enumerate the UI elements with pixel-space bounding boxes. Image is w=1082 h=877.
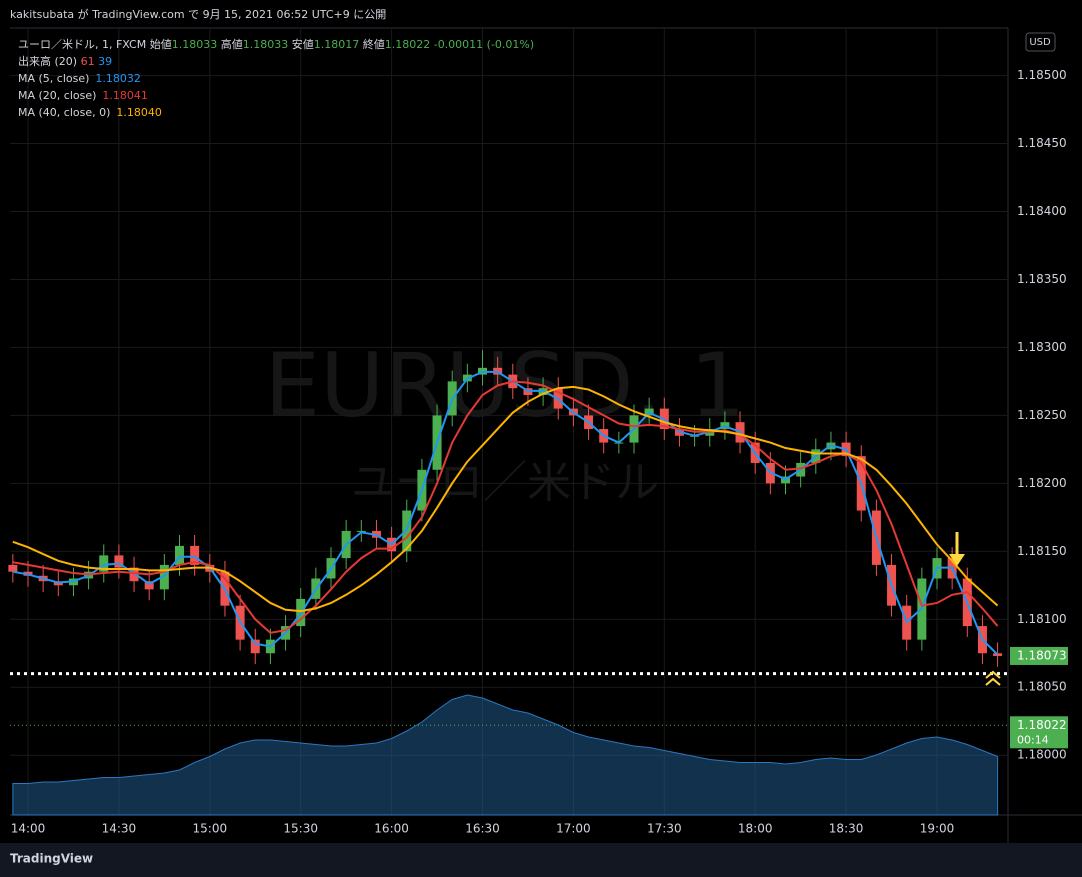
x-tick-label: 17:30 bbox=[647, 822, 682, 836]
y-tick-label: 1.18350 bbox=[1017, 272, 1067, 286]
legend-row: MA (20, close) 1.18041 bbox=[18, 87, 534, 104]
ohlc-label: 高値 bbox=[220, 38, 243, 51]
chevron bbox=[985, 670, 1001, 679]
y-tick-label: 1.18200 bbox=[1017, 476, 1067, 490]
currency-button[interactable] bbox=[1025, 32, 1056, 52]
legend-row: MA (40, close, 0) 1.18040 bbox=[18, 104, 534, 121]
candle-body bbox=[159, 564, 169, 590]
x-tick-label: 18:00 bbox=[738, 822, 773, 836]
y-tick-label: 1.18000 bbox=[1017, 748, 1067, 762]
footer-logo: TradingView bbox=[10, 852, 93, 866]
header: kakitsubata が TradingView.com で 9月 15, 2… bbox=[10, 7, 386, 21]
x-tick-label: 17:00 bbox=[556, 822, 591, 836]
y-tick-label: 1.18450 bbox=[1017, 136, 1067, 150]
ohlc-label: 始値 bbox=[149, 38, 172, 51]
legend-value: 1.18040 bbox=[116, 106, 162, 119]
y-tick-label: 1.18400 bbox=[1017, 204, 1067, 218]
ohlc-value: 1.18017 bbox=[313, 38, 360, 51]
ma-line bbox=[12, 385, 999, 613]
ohlc-label: 終値 bbox=[362, 38, 385, 51]
x-tick-label: 19:00 bbox=[920, 822, 955, 836]
candle-body bbox=[175, 545, 184, 565]
legend-name: MA (20, close) bbox=[18, 89, 97, 102]
y-tick-label: 1.18050 bbox=[1017, 680, 1067, 694]
x-tick-label: 14:00 bbox=[11, 822, 46, 836]
ohlc-value: 1.18033 bbox=[171, 38, 218, 51]
currency-button[interactable]: USD bbox=[1029, 37, 1051, 48]
x-tick-label: 15:00 bbox=[193, 822, 228, 836]
price-label: 1.18073 bbox=[1017, 648, 1067, 662]
ma-legend: MA (5, close) 1.18032 MA (20, close) 1.1804… bbox=[18, 70, 534, 121]
candle-body bbox=[250, 639, 260, 654]
legend-row: ユーロ／米ドル, 1, FXCM 始値1.18033 高値1.18033 安値1… bbox=[18, 36, 534, 53]
chevron bbox=[985, 677, 1001, 686]
legend-value: 1.18041 bbox=[102, 89, 148, 102]
y-tick-label: 1.18500 bbox=[1017, 68, 1067, 82]
y-tick-label: 1.18150 bbox=[1017, 544, 1067, 558]
change: -0.00011 (-0.01%) bbox=[433, 38, 535, 51]
symbol: ユーロ／米ドル, 1, FXCM bbox=[18, 38, 147, 51]
candle-body bbox=[114, 555, 124, 568]
indicator-value: 61 bbox=[80, 55, 95, 68]
price-label-box bbox=[1010, 716, 1068, 749]
y-tick-label: 1.18100 bbox=[1017, 612, 1067, 626]
price-label-box bbox=[1010, 646, 1068, 665]
price-label: 1.18022 bbox=[1017, 718, 1067, 732]
x-tick-label: 16:00 bbox=[374, 822, 409, 836]
y-tick-label: 1.18250 bbox=[1017, 408, 1067, 422]
footer-bar bbox=[0, 843, 1082, 877]
ma-line bbox=[12, 380, 999, 634]
y-tick-label: 1.18300 bbox=[1017, 340, 1067, 354]
x-tick-label: 14:30 bbox=[102, 822, 137, 836]
candle-body bbox=[129, 567, 139, 582]
legend-value: 1.18032 bbox=[95, 72, 141, 85]
candle-body bbox=[144, 581, 154, 590]
legend-row: 出来高 (20) 61 39 bbox=[18, 53, 534, 70]
candle-body bbox=[190, 545, 200, 565]
indicator-value: 39 bbox=[98, 55, 113, 68]
ma-line bbox=[12, 370, 999, 656]
x-tick-label: 15:30 bbox=[283, 822, 318, 836]
ohlc-value: 1.18022 bbox=[384, 38, 431, 51]
annotations bbox=[949, 532, 1001, 686]
x-tick-label: 18:30 bbox=[829, 822, 864, 836]
candle-body bbox=[99, 555, 109, 572]
indicator: 出来高 (20) bbox=[18, 55, 78, 68]
legend: ユーロ／米ドル, 1, FXCM 始値1.18033 高値1.18033 安値1… bbox=[18, 36, 534, 121]
ohlc-label: 安値 bbox=[291, 38, 314, 51]
watermark: ユーロ／米ドル bbox=[351, 457, 659, 508]
legend-name: MA (5, close) bbox=[18, 72, 90, 85]
legend-row: MA (5, close) 1.18032 bbox=[18, 70, 534, 87]
volume-ma-area bbox=[12, 694, 999, 816]
legend-name: MA (40, close, 0) bbox=[18, 106, 111, 119]
countdown: 00:14 bbox=[1017, 733, 1049, 746]
ohlc-value: 1.18033 bbox=[242, 38, 289, 51]
candle-body bbox=[8, 564, 18, 572]
x-tick-label: 16:30 bbox=[465, 822, 500, 836]
arrow bbox=[949, 554, 965, 566]
